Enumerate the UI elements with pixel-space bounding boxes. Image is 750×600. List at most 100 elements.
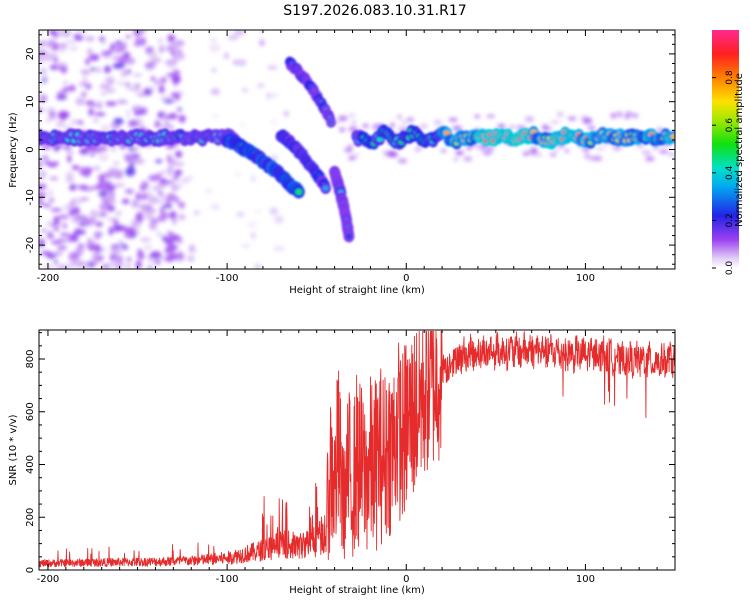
noise-speck — [43, 56, 51, 62]
noise-speck — [667, 152, 675, 157]
colorbar-tick-label: 0.0 — [725, 261, 735, 276]
noise-speck — [135, 37, 142, 43]
noise-speck — [97, 101, 103, 110]
noise-speck — [143, 244, 153, 251]
noise-speck — [57, 214, 70, 220]
noise-speck — [147, 258, 155, 263]
noise-speck — [114, 225, 126, 231]
noise-speck — [550, 152, 557, 157]
noise-speck — [170, 242, 175, 251]
noise-speck — [227, 35, 239, 40]
snr-frame — [38, 329, 676, 571]
noise-speck — [39, 192, 46, 197]
noise-speck — [173, 169, 183, 176]
noise-speck — [130, 219, 142, 229]
noise-speck — [453, 158, 458, 161]
noise-speck — [79, 170, 92, 176]
noise-speck — [175, 150, 183, 158]
noise-speck — [177, 213, 186, 221]
noise-speck — [159, 178, 167, 183]
noise-speck — [62, 86, 71, 92]
noise-speck — [159, 207, 165, 213]
noise-speck — [486, 146, 496, 149]
noise-speck — [89, 209, 99, 218]
noise-speck — [233, 59, 238, 66]
noise-speck — [102, 172, 114, 179]
noise-speck — [632, 113, 639, 118]
colorbar-tick-label: 0.4 — [725, 165, 735, 180]
noise-speck — [39, 185, 46, 190]
colorbar-tick-label: 0.6 — [725, 118, 735, 133]
noise-speck — [79, 81, 90, 87]
carrier-core — [671, 135, 675, 138]
snr-y-tick-label: 800 — [25, 349, 36, 368]
noise-speck — [57, 244, 67, 251]
noise-speck — [93, 166, 101, 171]
noise-speck — [98, 211, 108, 218]
noise-speck — [98, 154, 109, 162]
noise-speck — [419, 124, 428, 129]
snr-y-tick-label: 600 — [25, 402, 36, 421]
spectrogram-y-tick-label: -10 — [25, 189, 36, 205]
noise-speck — [39, 170, 47, 179]
noise-speck — [69, 46, 79, 51]
noise-speck — [170, 236, 182, 242]
noise-speck — [46, 40, 55, 49]
noise-speck — [616, 111, 623, 118]
noise-speck — [166, 154, 172, 164]
noise-speck — [57, 66, 68, 70]
noise-speck — [49, 30, 57, 36]
noise-speck — [147, 196, 160, 205]
noise-speck — [351, 120, 356, 125]
snr-y-tick-label: 200 — [25, 508, 36, 527]
noise-speck — [141, 36, 146, 46]
noise-speck — [174, 162, 185, 167]
multipath-arc-lower-mark — [322, 185, 329, 191]
noise-speck — [68, 200, 76, 209]
noise-speck — [135, 260, 142, 269]
noise-speck — [133, 145, 139, 154]
spectrogram-x-axis-label: Height of straight line (km) — [289, 285, 425, 296]
noise-speck — [126, 69, 132, 74]
deep-fade-arc-mark — [345, 233, 352, 240]
noise-speck — [205, 188, 213, 194]
noise-speck — [39, 238, 45, 248]
noise-speck — [47, 231, 52, 236]
noise-speck — [71, 259, 81, 268]
descending-branch-mark — [295, 188, 303, 196]
noise-speck — [112, 56, 118, 60]
noise-speck — [209, 43, 221, 53]
noise-speck — [101, 183, 107, 188]
noise-speck — [155, 260, 161, 265]
noise-speck — [161, 235, 167, 241]
noise-speck — [246, 221, 258, 228]
noise-speck — [53, 215, 59, 224]
noise-speck — [125, 109, 131, 119]
snr-panel: -200 -100 0 100 0 200 400 600 800 Height of str… — [8, 329, 676, 596]
noise-speck — [122, 227, 135, 233]
noise-speck — [250, 231, 256, 240]
noise-speck — [612, 144, 622, 151]
noise-speck — [46, 220, 52, 226]
noise-speck — [88, 246, 96, 251]
noise-speck — [95, 67, 102, 73]
noise-speck — [157, 38, 164, 44]
noise-speck — [95, 221, 103, 227]
noise-speck — [95, 244, 101, 253]
noise-speck — [210, 88, 221, 96]
noise-speck — [89, 53, 100, 62]
noise-speck — [143, 213, 155, 220]
spectrogram-signal-layer — [39, 56, 675, 243]
noise-speck — [39, 94, 48, 103]
noise-speck — [98, 191, 108, 197]
noise-speck — [155, 159, 163, 164]
noise-speck — [110, 244, 120, 249]
noise-speck — [41, 40, 47, 47]
noise-speck — [56, 94, 67, 100]
noise-speck — [397, 158, 408, 164]
noise-speck — [106, 187, 116, 191]
noise-speck — [161, 204, 173, 208]
noise-speck — [54, 251, 63, 256]
noise-speck — [67, 149, 75, 155]
snr-y-tick-label: 0 — [25, 567, 36, 573]
